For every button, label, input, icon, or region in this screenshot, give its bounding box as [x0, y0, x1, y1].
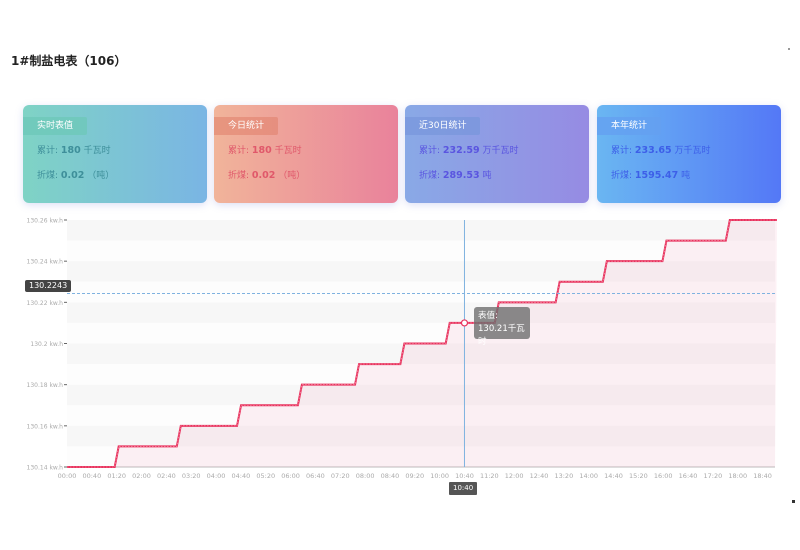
coal-value: 0.02 — [251, 170, 276, 181]
coal-line: 折煤: 289.53 吨 — [419, 168, 491, 181]
y-tick-label: 130.24 kw.h — [27, 259, 64, 266]
coal-line: 折煤: 0.02 （吨） — [37, 168, 114, 181]
x-tick-label: 16:40 — [679, 472, 698, 480]
coal-unit: （吨） — [278, 171, 306, 181]
card-tag: 实时表值 — [23, 117, 88, 135]
grid-band — [67, 220, 775, 241]
stat-card[interactable]: 今日统计 累计: 180 千瓦时 折煤: 0.02 （吨） — [214, 105, 398, 203]
x-tick-label: 13:20 — [554, 472, 573, 480]
page-title: 1#制盐电表（106） — [11, 54, 127, 68]
chart-tooltip: 表值: 130.21千瓦时 — [474, 307, 530, 347]
x-tick-label: 08:40 — [381, 472, 400, 480]
total-value: 232.59 — [442, 145, 480, 156]
x-tick-label: 18:40 — [753, 472, 772, 480]
total-unit: 万千瓦时 — [482, 146, 519, 156]
coal-unit: （吨） — [87, 171, 115, 181]
x-tick-label: 02:40 — [157, 472, 176, 480]
x-tick-label: 11:20 — [480, 472, 499, 480]
coal-line: 折煤: 0.02 （吨） — [228, 168, 305, 181]
grid-band — [67, 281, 775, 303]
x-tick-label: 18:00 — [728, 472, 747, 480]
grid-band — [67, 384, 775, 406]
y-tick-label: 130.2 kw.h — [30, 341, 63, 348]
y-tick-label: 130.14 kw.h — [27, 465, 64, 472]
x-tick-label: 17:20 — [704, 472, 723, 480]
grid-band — [67, 425, 775, 447]
menu-dot — [788, 48, 790, 50]
stat-card[interactable]: 本年统计 累计: 233.65 万千瓦时 折煤: 1595.47 吨 — [597, 105, 781, 203]
grid-band — [67, 240, 775, 262]
tooltip-value: 130.21千瓦时 — [478, 324, 525, 347]
x-tick-label: 12:00 — [505, 472, 524, 480]
grid-band — [67, 261, 775, 282]
coal-value: 289.53 — [442, 170, 480, 181]
x-tick-label: 09:20 — [405, 472, 424, 480]
grid-band — [67, 405, 775, 426]
x-tick-label: 14:00 — [579, 472, 598, 480]
x-tick-label: 03:20 — [182, 472, 201, 480]
total-label: 累计: — [611, 146, 633, 156]
stat-card[interactable]: 近30日统计 累计: 232.59 万千瓦时 折煤: 289.53 吨 — [405, 105, 589, 203]
x-tick-label: 14:40 — [604, 472, 623, 480]
total-unit: 千瓦时 — [274, 146, 302, 156]
stat-card[interactable]: 实时表值 累计: 180 千瓦时 折煤: 0.02 （吨） — [23, 105, 207, 203]
crosshair-y-label: 130.2243 — [25, 280, 72, 292]
coal-label: 折煤: — [228, 171, 250, 181]
total-label: 累计: — [37, 146, 59, 156]
x-tick-label: 16:00 — [654, 472, 673, 480]
y-tick-label: 130.26 kw.h — [27, 218, 64, 225]
coal-value: 1595.47 — [634, 170, 679, 181]
coal-unit: 吨 — [482, 171, 492, 181]
card-tag: 近30日统计 — [405, 117, 481, 135]
x-tick-label: 05:20 — [256, 472, 275, 480]
x-tick-label: 00:40 — [82, 472, 101, 480]
grid-band — [67, 322, 775, 344]
x-tick-label: 06:40 — [306, 472, 325, 480]
coal-label: 折煤: — [611, 171, 633, 181]
total-unit: 万千瓦时 — [674, 146, 711, 156]
x-tick-label: 08:00 — [356, 472, 375, 480]
total-line: 累计: 233.65 万千瓦时 — [611, 143, 710, 156]
total-value: 233.65 — [634, 145, 672, 156]
x-tick-label: 00:00 — [58, 472, 77, 480]
x-tick-label: 12:40 — [530, 472, 549, 480]
grid-band — [67, 343, 775, 365]
total-line: 累计: 180 千瓦时 — [228, 143, 302, 156]
x-tick-label: 10:40 — [455, 472, 474, 480]
total-label: 累计: — [228, 146, 250, 156]
card-tag: 今日统计 — [214, 117, 279, 135]
x-tick-label: 01:20 — [107, 472, 126, 480]
grid-band — [67, 364, 775, 385]
total-label: 累计: — [419, 146, 441, 156]
total-line: 累计: 180 千瓦时 — [37, 143, 111, 156]
coal-label: 折煤: — [419, 171, 441, 181]
coal-line: 折煤: 1595.47 吨 — [611, 168, 690, 181]
card-tag: 本年统计 — [597, 117, 662, 135]
coal-label: 折煤: — [37, 171, 59, 181]
x-tick-label: 02:00 — [132, 472, 151, 480]
hover-point — [460, 319, 469, 327]
x-tick-label: 06:00 — [281, 472, 300, 480]
series-line-highlight — [67, 219, 777, 468]
x-tick-label: 15:20 — [629, 472, 648, 480]
tooltip-label: 表值: — [478, 311, 498, 321]
coal-unit: 吨 — [681, 171, 691, 181]
y-tick-label: 130.18 kw.h — [27, 382, 64, 389]
y-tick-label: 130.16 kw.h — [27, 423, 64, 430]
x-tick-label: 04:40 — [232, 472, 251, 480]
total-line: 累计: 232.59 万千瓦时 — [419, 143, 518, 156]
x-tick-label: 04:00 — [207, 472, 226, 480]
y-tick-label: 130.22 kw.h — [27, 300, 64, 307]
grid-band — [67, 446, 775, 467]
x-tick-label: 07:20 — [331, 472, 350, 480]
total-value: 180 — [251, 145, 272, 156]
total-value: 180 — [60, 145, 81, 156]
coal-value: 0.02 — [60, 170, 85, 181]
grid-band — [67, 302, 775, 323]
crosshair-x-label: 10:40 — [449, 482, 478, 495]
x-tick-label: 10:00 — [430, 472, 449, 480]
total-unit: 千瓦时 — [83, 146, 111, 156]
corner-dot — [792, 500, 795, 503]
